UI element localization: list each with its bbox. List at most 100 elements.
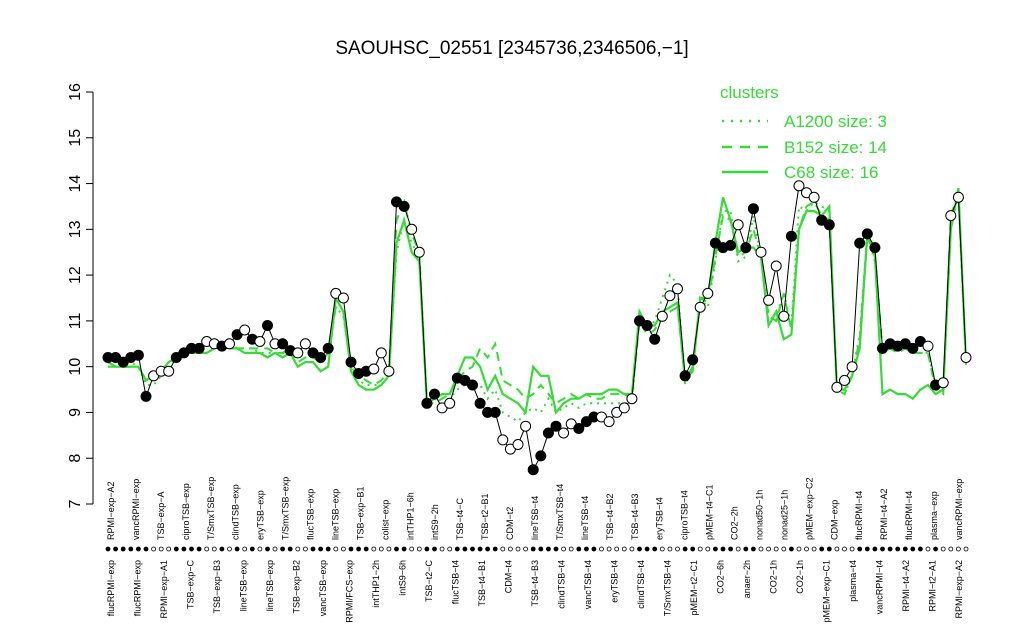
data-point <box>618 402 630 414</box>
rug-marker <box>363 546 369 552</box>
data-point <box>649 333 661 345</box>
rug-marker <box>500 546 506 552</box>
rug-marker <box>128 546 134 552</box>
x-label: vancTSB−t4 <box>583 560 593 609</box>
data-point <box>679 370 691 382</box>
rug-marker <box>173 546 179 552</box>
rug-marker <box>477 546 483 552</box>
data-point <box>398 200 410 212</box>
x-label: nonad25−1h <box>779 490 789 540</box>
rug-marker <box>530 546 536 552</box>
rug-marker <box>120 546 126 552</box>
x-label: clindTSB−exp <box>231 484 241 540</box>
rug-marker <box>181 546 187 552</box>
rug-marker <box>325 546 331 552</box>
rug-marker <box>697 546 703 552</box>
x-label: ciproTSB−exp <box>181 483 191 540</box>
x-label: RPMI−t4−A2 <box>879 488 889 540</box>
x-label: TSB−exp−C <box>186 560 196 610</box>
data-point <box>542 427 554 439</box>
rug-marker <box>523 546 528 552</box>
rug-marker <box>591 546 597 552</box>
rug-marker <box>302 546 308 552</box>
x-label: pMEM−exp−C1 <box>822 560 832 623</box>
rug-marker <box>113 546 118 552</box>
data-point <box>725 239 737 251</box>
rug-marker <box>690 546 696 552</box>
data-point <box>299 338 311 350</box>
data-point <box>497 434 509 446</box>
data-point <box>262 320 273 331</box>
data-point <box>558 427 570 439</box>
rug-marker <box>872 546 878 552</box>
x-label: intS9−2h <box>430 504 440 540</box>
data-point <box>140 390 152 402</box>
data-point <box>193 342 205 354</box>
x-label: RPMI−t4−A2 <box>901 560 911 612</box>
rug-marker <box>644 546 650 552</box>
y-tick-label: 14 <box>67 175 84 193</box>
y-axis: 7 8 9 10 11 12 13 14 15 16 <box>67 83 94 508</box>
rug-marker <box>151 546 157 552</box>
data-point <box>869 242 881 254</box>
data-point <box>444 397 456 409</box>
data-point <box>664 290 676 302</box>
x-label: TSB−t4−B1 <box>477 560 487 607</box>
rug-marker <box>485 546 491 552</box>
y-tick-label: 12 <box>67 266 84 284</box>
rug-marker <box>227 546 232 552</box>
x-label: lineTSB−t4 <box>580 496 590 540</box>
rug-marker <box>257 546 263 552</box>
rug-marker <box>637 546 642 552</box>
y-tick-label: 15 <box>67 129 84 147</box>
x-label: T/SmxTSB−t4 <box>663 560 673 616</box>
x-label: vancTSB−exp <box>318 560 328 616</box>
rug-marker <box>933 546 938 552</box>
x-label: plasma−t4 <box>848 560 858 602</box>
data-point <box>778 310 790 322</box>
rug-marker <box>864 546 870 552</box>
rug-marker <box>234 546 240 552</box>
x-label: TSB−t4−B3 <box>530 560 540 607</box>
rug-marker <box>918 546 923 552</box>
rug-marker <box>424 546 430 552</box>
y-tick-label: 11 <box>67 312 84 329</box>
rug-marker <box>189 546 194 552</box>
legend-entry-A1200: A1200 size: 3 <box>784 112 887 131</box>
rug-marker <box>902 546 908 552</box>
y-tick-label: 13 <box>67 220 84 238</box>
x-label: flucRPMI−exp <box>133 560 143 616</box>
x-label: T/SmxTSB−exp <box>206 477 216 540</box>
rug-marker <box>348 546 354 552</box>
data-point <box>375 347 387 359</box>
x-label: lineTSB−exp <box>330 489 340 540</box>
x-label: flucRPMI−t4 <box>854 491 864 540</box>
rug-marker <box>713 546 718 552</box>
rug-marker <box>249 546 255 552</box>
rug-marker <box>454 546 460 552</box>
x-label: TSB−t4−B3 <box>630 493 640 540</box>
data-point <box>489 406 501 418</box>
rug-marker <box>842 546 847 552</box>
x-label: CO2−2h <box>730 506 740 540</box>
x-label: T/SmxTSB−exp <box>281 477 291 540</box>
x-label: eryTSB−exp <box>256 490 266 540</box>
data-point <box>831 381 843 393</box>
data-point <box>322 342 334 354</box>
data-point <box>626 393 638 405</box>
x-label: eryTSB−t4 <box>655 497 665 540</box>
x-label: TSB−exp−B1 <box>355 486 365 540</box>
x-label: plasma−exp <box>929 491 939 540</box>
x-label: ciproTSB−t4 <box>680 490 690 540</box>
series-lines <box>107 187 968 423</box>
data-point <box>854 237 866 249</box>
rug-marker <box>356 546 362 552</box>
data-point <box>861 228 873 240</box>
data-point <box>292 347 304 359</box>
data-point <box>337 292 349 304</box>
data-point <box>413 246 425 258</box>
rug-marker <box>265 546 270 552</box>
data-point <box>641 320 653 331</box>
rug-marker <box>546 546 551 552</box>
rug-marker <box>576 546 582 552</box>
